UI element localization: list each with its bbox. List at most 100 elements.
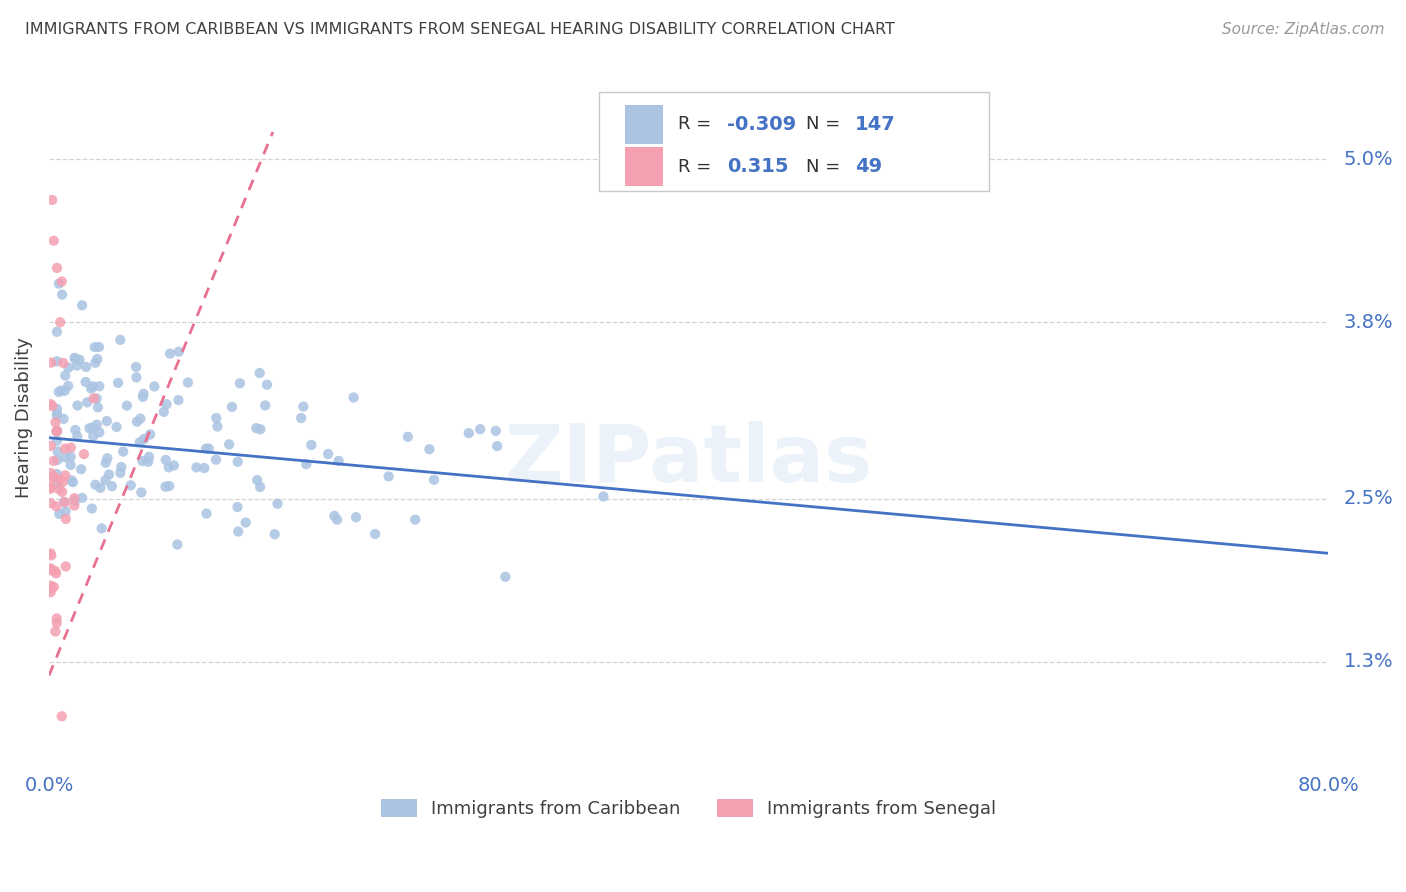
Point <box>139 427 162 442</box>
Point <box>166 537 188 551</box>
Text: N =: N = <box>806 158 846 176</box>
Point <box>157 460 180 475</box>
Point <box>39 563 62 577</box>
Point <box>53 384 76 398</box>
Point <box>193 461 215 475</box>
Point <box>226 524 249 539</box>
Point <box>84 477 107 491</box>
Point <box>46 477 69 491</box>
Point <box>592 490 614 504</box>
Point <box>79 421 101 435</box>
Point <box>44 564 66 578</box>
Point <box>75 359 97 374</box>
Point <box>263 527 285 541</box>
Point <box>46 453 69 467</box>
Point <box>60 474 83 488</box>
Point <box>86 351 108 366</box>
Point <box>58 360 80 375</box>
Point <box>131 485 153 500</box>
Bar <box>624 104 664 144</box>
Point <box>39 585 62 599</box>
Point <box>377 469 399 483</box>
Point <box>418 442 440 457</box>
Point <box>105 420 128 434</box>
Point <box>218 437 240 451</box>
Point <box>56 379 79 393</box>
Point <box>87 401 110 415</box>
Point <box>66 359 89 373</box>
Point <box>404 513 426 527</box>
Point <box>63 491 86 506</box>
Point <box>46 407 69 421</box>
Point <box>63 493 86 508</box>
Point <box>323 508 346 523</box>
Point <box>52 412 75 426</box>
Point <box>46 424 69 438</box>
Point <box>138 450 160 464</box>
Point <box>44 624 66 639</box>
Point <box>155 480 177 494</box>
Point <box>49 384 72 398</box>
Point <box>245 421 267 435</box>
Point <box>344 510 367 524</box>
Point <box>39 562 62 576</box>
Point <box>134 432 156 446</box>
Text: 147: 147 <box>855 115 896 134</box>
Point <box>63 351 86 366</box>
Point <box>235 516 257 530</box>
Point <box>46 325 69 339</box>
Point <box>207 419 229 434</box>
Point <box>107 376 129 390</box>
Point <box>46 424 69 438</box>
Point <box>249 422 271 436</box>
Point <box>423 473 446 487</box>
Text: Source: ZipAtlas.com: Source: ZipAtlas.com <box>1222 22 1385 37</box>
Point <box>89 379 111 393</box>
Point <box>52 475 75 489</box>
Point <box>66 399 89 413</box>
Point <box>195 507 218 521</box>
Point <box>53 468 76 483</box>
Point <box>55 559 77 574</box>
Point <box>39 496 62 510</box>
Point <box>249 480 271 494</box>
Point <box>65 423 87 437</box>
Text: 5.0%: 5.0% <box>1344 150 1393 169</box>
Point <box>82 379 104 393</box>
Point <box>326 512 349 526</box>
Point <box>51 287 73 301</box>
Point <box>89 425 111 440</box>
Point <box>83 340 105 354</box>
Point <box>53 368 76 383</box>
Y-axis label: Hearing Disability: Hearing Disability <box>15 337 32 498</box>
Point <box>186 460 208 475</box>
Point <box>155 397 177 411</box>
Point <box>46 401 69 416</box>
Point <box>249 366 271 380</box>
Point <box>84 356 107 370</box>
Point <box>457 426 479 441</box>
Point <box>55 504 77 518</box>
Point <box>155 453 177 467</box>
Point <box>48 277 70 291</box>
Text: N =: N = <box>806 115 846 133</box>
Text: -0.309: -0.309 <box>727 115 796 134</box>
Point <box>299 438 322 452</box>
Point <box>197 442 219 456</box>
Point <box>115 399 138 413</box>
Point <box>163 458 186 473</box>
Point <box>226 455 249 469</box>
Point <box>42 454 65 468</box>
Point <box>46 467 69 482</box>
Point <box>110 460 132 475</box>
Point <box>48 384 70 399</box>
Point <box>254 398 277 412</box>
Point <box>205 452 228 467</box>
Point <box>75 375 97 389</box>
Point <box>53 450 76 465</box>
Text: 1.3%: 1.3% <box>1344 652 1393 672</box>
Point <box>53 442 76 456</box>
Point <box>159 346 181 360</box>
Point <box>87 340 110 354</box>
Point <box>177 376 200 390</box>
